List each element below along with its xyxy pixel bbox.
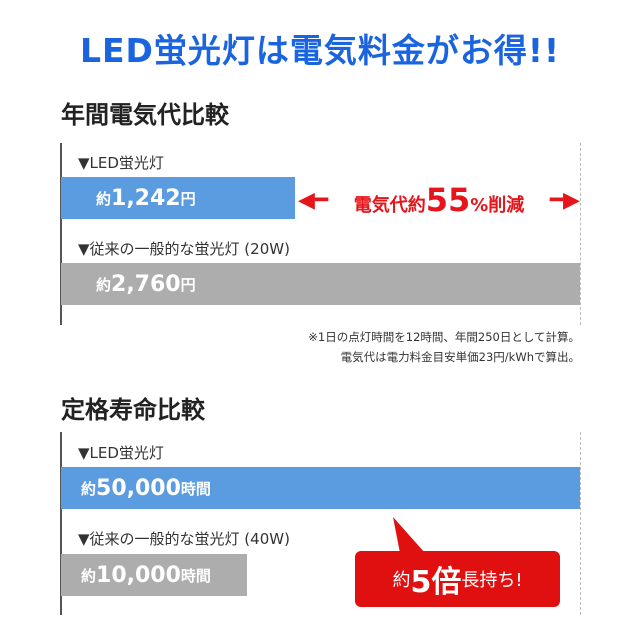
chart-title-lifetime: 定格寿命比較 [61, 396, 205, 424]
bar-led-cost: 約 1,242 円 [61, 177, 295, 219]
annotation-text: 電気代約 [353, 195, 426, 216]
value-unit: 時間 [180, 479, 211, 498]
value-number: 2,760 [111, 271, 181, 297]
value-number: 50,000 [96, 475, 181, 501]
axis-line [60, 143, 62, 325]
chart-title-electricity: 年間電気代比較 [61, 101, 229, 129]
value-prefix: 約 [96, 275, 112, 294]
callout-prefix: 約 [392, 570, 411, 591]
lifetime-callout: 約 5倍 長持ち! [355, 551, 560, 607]
axis-line [60, 432, 62, 615]
value-unit: 時間 [180, 566, 211, 585]
bar-conventional-cost: 約 2,760 円 [61, 263, 580, 305]
max-guide-line [580, 143, 581, 325]
value-prefix: 約 [81, 479, 97, 498]
max-guide-line [580, 432, 581, 615]
annotation-highlight: 55 [425, 181, 471, 219]
bar-led-lifetime: 約 50,000 時間 [61, 467, 580, 509]
value-prefix: 約 [81, 566, 97, 585]
arrow-left-icon: ◀━ [298, 187, 329, 213]
category-label: ▼従来の一般的な蛍光灯 (40W) [78, 530, 290, 548]
value-number: 1,242 [111, 185, 181, 211]
value-unit: 円 [180, 189, 196, 208]
category-label: ▼LED蛍光灯 [78, 444, 164, 462]
arrow-right-icon: ━▶ [549, 187, 580, 213]
footnote: ※1日の点灯時間を12時間、年間250日として計算。 [308, 330, 580, 344]
category-label: ▼LED蛍光灯 [78, 154, 164, 172]
annotation-text-after: 削減 [488, 195, 525, 216]
page-title: LED蛍光灯は電気料金がお得!! [79, 31, 561, 70]
footnote: 電気代は電力料金目安単価23円/kWhで算出。 [340, 350, 580, 364]
callout-tail [393, 517, 425, 553]
value-unit: 円 [180, 275, 196, 294]
callout-suffix: 長持ち! [461, 570, 523, 591]
value-number: 10,000 [96, 562, 181, 588]
value-prefix: 約 [96, 189, 112, 208]
bar-conventional-lifetime: 約 10,000 時間 [61, 554, 247, 596]
callout-highlight: 5倍 [410, 565, 462, 600]
annotation-percent: % [470, 195, 489, 216]
reduction-annotation: ◀━ 電気代約55%削減 ━▶ [298, 180, 580, 220]
category-label: ▼従来の一般的な蛍光灯 (20W) [78, 240, 290, 258]
